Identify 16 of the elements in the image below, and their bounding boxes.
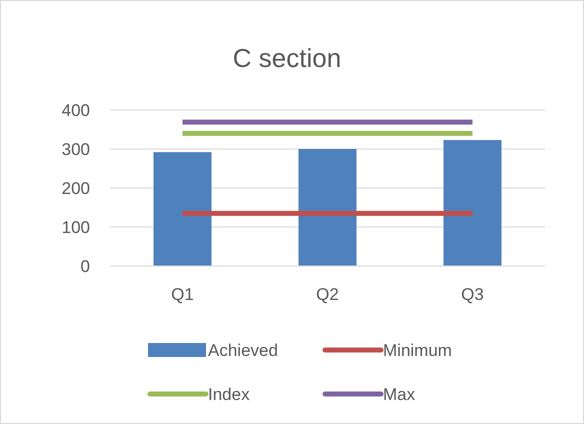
legend-label: Achieved (208, 340, 278, 360)
x-tick-label: Q1 (171, 285, 194, 304)
bar (154, 152, 212, 266)
y-tick-label: 100 (62, 218, 90, 237)
bar (298, 149, 356, 266)
y-tick-label: 300 (62, 140, 90, 159)
bar (444, 140, 502, 266)
chart-title: C section (232, 43, 342, 73)
y-tick-label: 200 (62, 178, 90, 198)
legend-label: Minimum (383, 340, 452, 360)
x-tick-label: Q3 (461, 285, 484, 304)
y-tick-label: 400 (62, 100, 90, 120)
legend-label: Max (383, 384, 416, 404)
legend-label: Index (208, 384, 250, 404)
x-tick-label: Q2 (316, 285, 339, 304)
y-tick-label: 0 (80, 256, 90, 276)
